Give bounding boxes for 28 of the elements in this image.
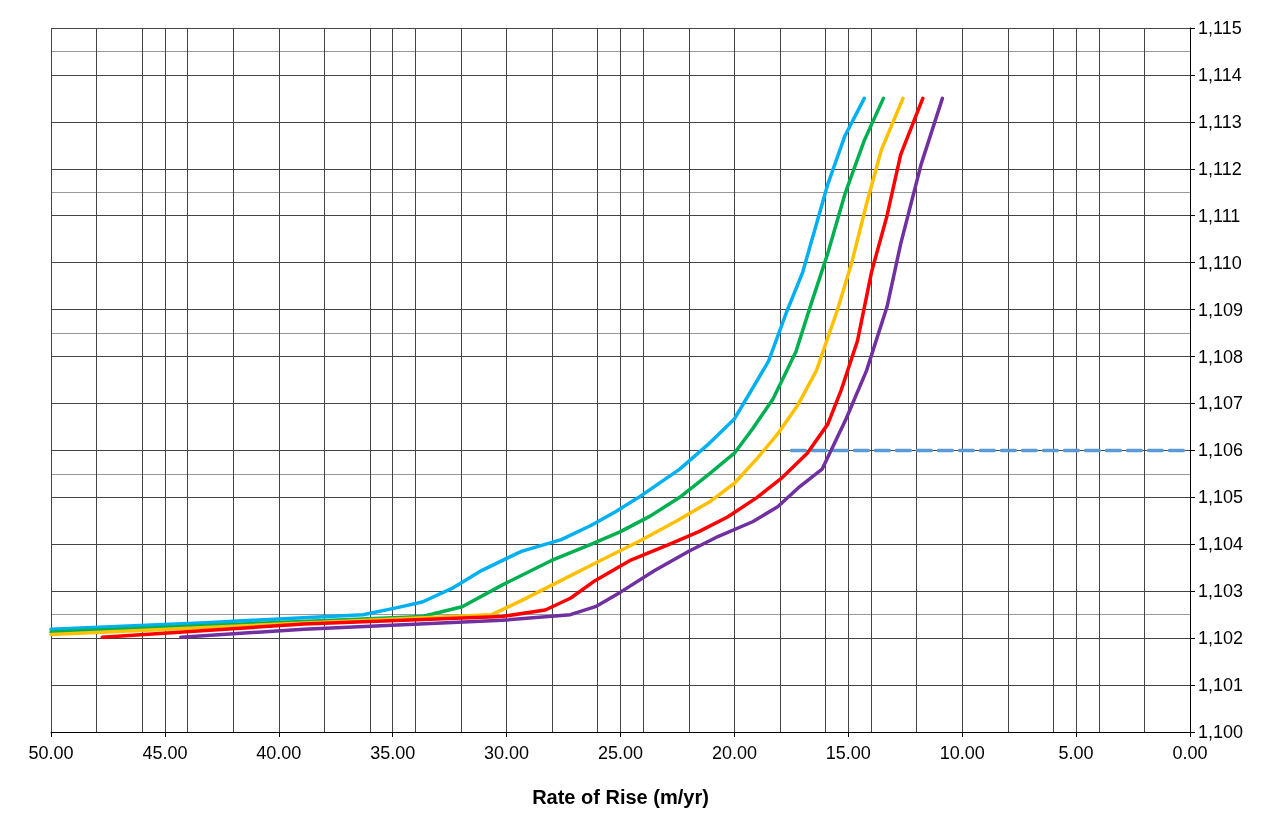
y-tick-label: 1,112 bbox=[1198, 158, 1242, 179]
x-tick-label: 45.00 bbox=[142, 743, 188, 763]
y-tick-label: 1,111 bbox=[1198, 205, 1241, 226]
x-tick-label: 35.00 bbox=[370, 743, 416, 763]
y-tick-label: 1,102 bbox=[1198, 628, 1244, 649]
y-tick-label: 1,100 bbox=[1198, 722, 1244, 742]
y-tick-label: 1,108 bbox=[1198, 346, 1244, 367]
x-tick-label: 0.00 bbox=[1172, 743, 1208, 763]
x-tick-label: 10.00 bbox=[939, 743, 985, 763]
y-tick-label: 1,109 bbox=[1198, 299, 1244, 320]
x-tick-label: 20.00 bbox=[711, 743, 757, 763]
x-tick-label: 30.00 bbox=[484, 743, 530, 763]
x-tick-label: 15.00 bbox=[825, 743, 871, 763]
y-tick-label: 1,114 bbox=[1198, 64, 1242, 85]
y-tick-label: 1,101 bbox=[1198, 675, 1244, 696]
y-tick-label: 1,115 bbox=[1198, 18, 1242, 38]
y-tick-label: 1,103 bbox=[1198, 581, 1244, 602]
x-tick-label: 50.00 bbox=[28, 743, 74, 763]
x-tick-label: 40.00 bbox=[256, 743, 302, 763]
y-tick-label: 1,110 bbox=[1198, 252, 1242, 273]
y-tick-label: 1,105 bbox=[1198, 487, 1244, 508]
y-tick-label: 1,104 bbox=[1198, 534, 1244, 555]
y-tick-label: 1,106 bbox=[1198, 440, 1244, 461]
x-axis-title: Rate of Rise (m/yr) bbox=[532, 786, 709, 808]
x-tick-label: 5.00 bbox=[1058, 743, 1094, 763]
y-tick-label: 1,113 bbox=[1198, 111, 1242, 132]
x-tick-label: 25.00 bbox=[597, 743, 644, 763]
y-tick-label: 1,107 bbox=[1198, 393, 1244, 414]
